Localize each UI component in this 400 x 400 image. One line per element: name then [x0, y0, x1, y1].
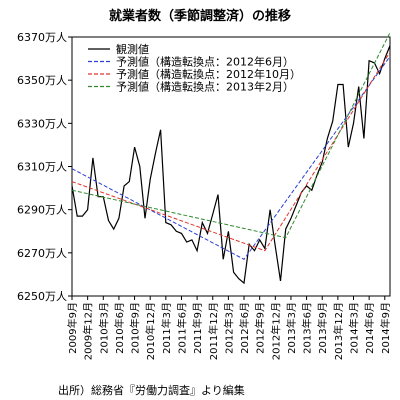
x-tick-label: 2012年9月 [254, 302, 267, 354]
x-tick-label: 2012年6月 [238, 302, 251, 354]
legend-label: 予測値（構造転換点：2012年6月） [116, 55, 294, 69]
x-tick-label: 2011年9月 [191, 302, 204, 354]
x-tick-label: 2010年6月 [113, 302, 126, 354]
x-tick-label: 2012年12月 [269, 302, 282, 360]
source-note: 出所）総務省『労働力調査』より編集 [58, 384, 245, 397]
x-tick-label: 2014年6月 [363, 302, 376, 354]
y-tick-label: 6330万人 [17, 117, 67, 130]
y-tick-label: 6290万人 [17, 204, 67, 217]
x-tick-label: 2009年9月 [66, 302, 79, 354]
y-tick-label: 6310万人 [17, 161, 67, 174]
x-tick-label: 2013年3月 [285, 302, 298, 354]
legend-label: 観測値 [116, 42, 149, 56]
legend-label: 予測値（構造転換点：2012年10月） [116, 67, 301, 81]
x-tick-label: 2013年6月 [301, 302, 314, 354]
forecast-series-line-1 [71, 56, 391, 260]
forecast-series-line-3 [71, 32, 391, 239]
x-tick-label: 2010年3月 [97, 302, 110, 354]
x-tick-label: 2012年3月 [222, 302, 235, 354]
y-tick-label: 6350万人 [17, 74, 67, 87]
chart-title: 就業者数（季節調整済）の推移 [108, 9, 291, 24]
legend-label: 予測値（構造転換点：2013年2月） [116, 80, 294, 94]
x-tick-label: 2013年9月 [316, 302, 329, 354]
x-tick-label: 2014年9月 [379, 302, 392, 354]
x-tick-label: 2010年12月 [144, 302, 157, 360]
x-tick-label: 2011年12月 [207, 302, 220, 360]
x-tick-label: 2009年12月 [82, 302, 95, 360]
x-tick-label: 2013年12月 [332, 302, 345, 360]
x-tick-label: 2010年9月 [129, 302, 142, 354]
y-tick-label: 6270万人 [17, 247, 67, 260]
x-tick-label: 2014年3月 [348, 302, 361, 354]
forecast-series-line-2 [71, 51, 391, 252]
x-tick-label: 2011年6月 [175, 302, 188, 354]
observed-series-line [71, 45, 391, 285]
y-tick-label: 6370万人 [17, 31, 67, 44]
x-tick-label: 2011年3月 [160, 302, 173, 354]
y-tick-label: 6250万人 [17, 290, 67, 303]
